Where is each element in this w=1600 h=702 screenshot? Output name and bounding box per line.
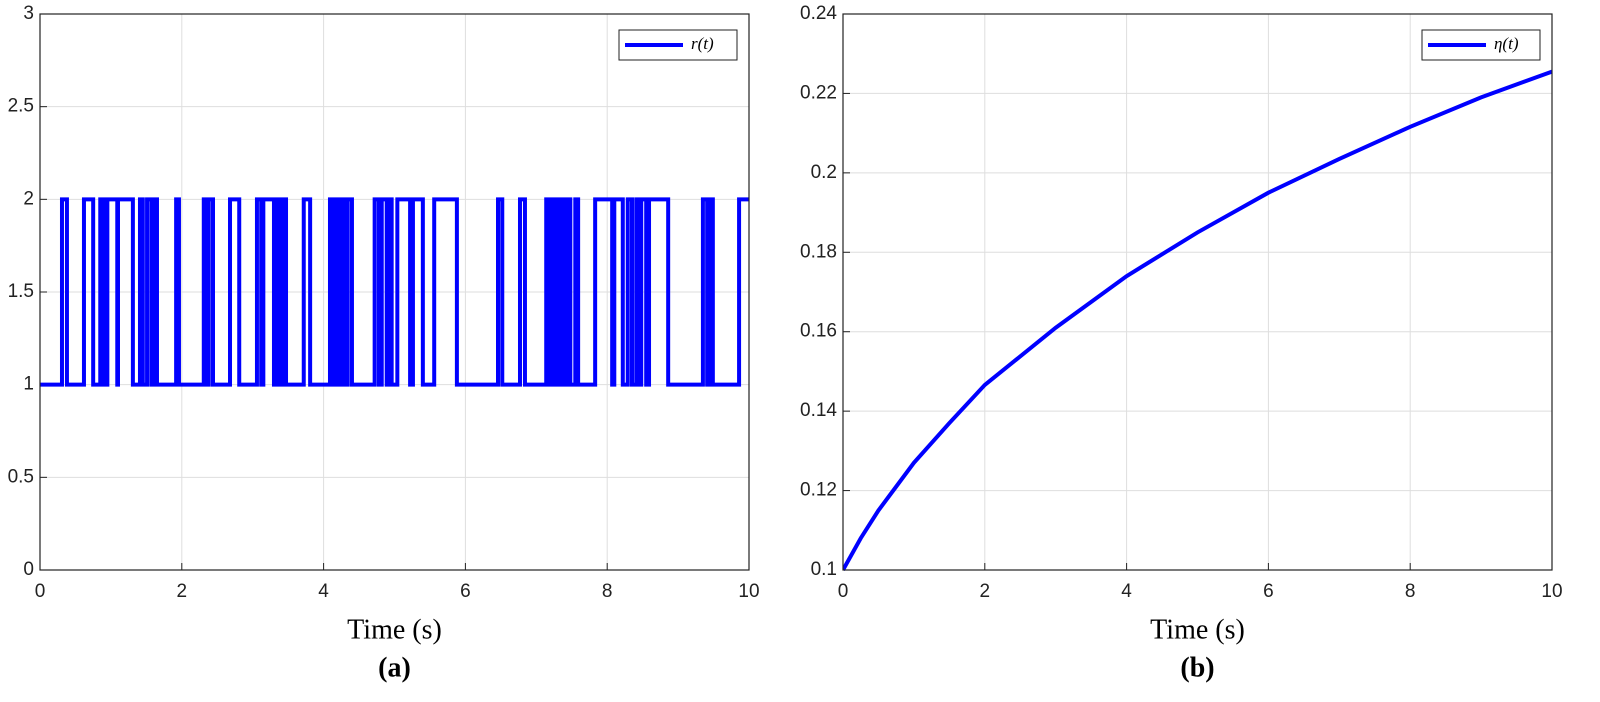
x-tick-label: 8: [602, 581, 613, 602]
y-tick-label: 0.16: [800, 321, 837, 342]
y-tick-label: 0.1: [811, 559, 837, 580]
axes-frame: [39, 13, 750, 571]
legend-label: η(t): [1494, 34, 1519, 53]
x-tick-label: 6: [1263, 581, 1274, 602]
x-tick-label: 0: [838, 581, 849, 602]
y-tick-label: 0.2: [811, 162, 837, 183]
x-axis-label: Time (s): [347, 614, 442, 645]
x-tick-label: 2: [980, 581, 991, 602]
y-tick-label: 2: [23, 188, 34, 209]
y-tick-label: 1.5: [8, 281, 34, 302]
x-tick-label: 0: [35, 581, 46, 602]
panel-label: (a): [378, 652, 411, 683]
y-tick-label: 0.18: [800, 241, 837, 262]
subplot: 0 2 4 6 8 10 0.1 0.12 0.14 0.16 0.18 0.2 0.22 0.24 η(t…: [800, 3, 1563, 683]
x-tick-label: 10: [1541, 581, 1562, 602]
x-tick-label: 4: [318, 581, 329, 602]
y-tick-label: 0.14: [800, 400, 837, 421]
series-line: [843, 69, 1552, 571]
series-line: [40, 197, 749, 387]
legend-label: r(t): [691, 34, 714, 53]
axes-frame: [842, 13, 1553, 571]
y-tick-label: 0.24: [800, 3, 837, 24]
y-tick-label: 0: [23, 559, 34, 580]
subplot: 0 2 4 6 8 10 0 0.5 1 1.5 2 2.5 3 r(t) Time (s) (a): [8, 3, 760, 683]
x-axis-label: Time (s): [1150, 614, 1245, 645]
x-tick-label: 10: [738, 581, 759, 602]
x-tick-label: 2: [177, 581, 188, 602]
y-tick-label: 0.5: [8, 466, 34, 487]
x-tick-label: 4: [1121, 581, 1132, 602]
y-tick-label: 3: [23, 3, 34, 24]
y-tick-label: 0.12: [800, 480, 837, 501]
plot-area: [843, 14, 1552, 570]
y-tick-label: 0.22: [800, 82, 837, 103]
x-tick-label: 6: [460, 581, 471, 602]
y-tick-label: 2.5: [8, 96, 34, 117]
x-tick-label: 8: [1405, 581, 1416, 602]
panel-label: (b): [1180, 652, 1214, 683]
y-tick-label: 1: [23, 374, 34, 395]
